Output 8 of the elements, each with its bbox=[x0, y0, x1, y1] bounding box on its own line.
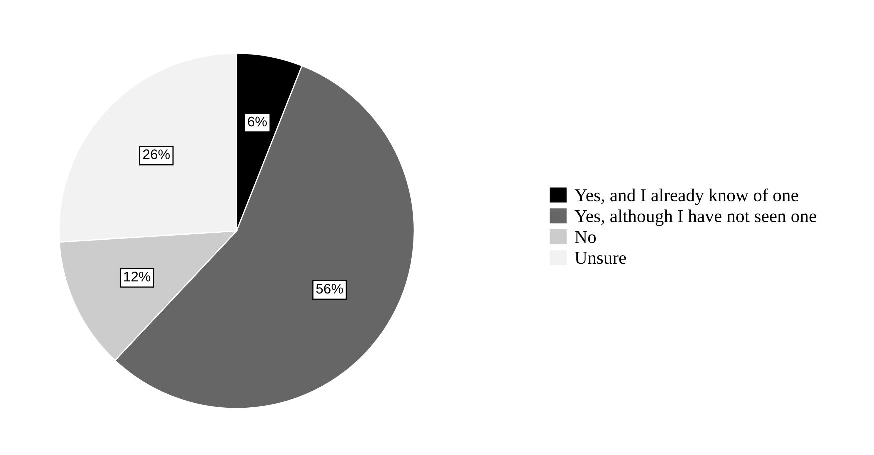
data-label: 56% bbox=[316, 284, 344, 294]
legend-label: No bbox=[575, 231, 596, 244]
data-label: 6% bbox=[248, 116, 268, 127]
legend-label: Yes, although I have not seen one bbox=[574, 210, 816, 226]
legend-label: Yes, and I already know of one bbox=[574, 188, 798, 206]
data-label: 12% bbox=[124, 272, 151, 282]
data-label: 26% bbox=[143, 150, 170, 160]
legend-label: Unsure bbox=[575, 252, 626, 264]
